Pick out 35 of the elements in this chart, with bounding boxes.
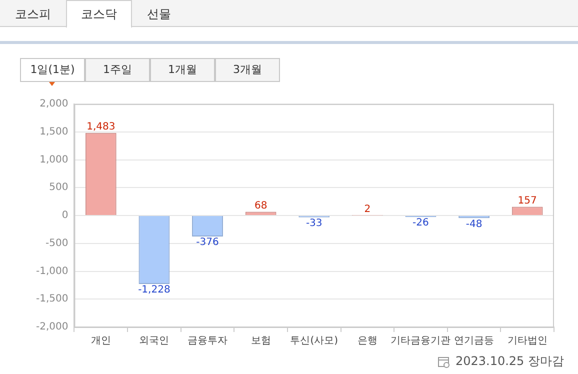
y-tick-label: -1,500 [36, 294, 68, 305]
text: 코스피 [14, 6, 52, 23]
data-label: 157 [518, 195, 537, 206]
x-tick-label: 외국인 [139, 336, 170, 347]
data-label: 2 [364, 204, 371, 215]
y-tick-label: -1,000 [36, 266, 68, 277]
x-tick-label: 기타금융기관 [390, 336, 451, 347]
text: 1일(1분) [20, 58, 85, 81]
x-tick-label: 투신(사모) [290, 336, 338, 347]
y-tick-label: -500 [46, 238, 68, 249]
y-tick-label: 2,000 [40, 98, 68, 110]
text: 2023.10.25 장마감 [455, 353, 564, 370]
y-tick-label: -2,000 [36, 322, 68, 333]
data-label: -1,228 [138, 284, 170, 296]
data-label: -48 [466, 218, 482, 230]
data-label: 1,483 [86, 121, 116, 132]
data-label: 68 [254, 200, 268, 212]
text: 3개월 [215, 58, 280, 81]
y-tick-label: 500 [49, 182, 68, 194]
data-label: -33 [306, 218, 322, 229]
x-tick-label: 금융투자 [188, 336, 228, 347]
x-tick-label: 연기금등 [454, 336, 494, 347]
x-tick-label: 개인 [90, 336, 111, 347]
text: 선물 [146, 6, 172, 23]
y-tick-label: 0 [62, 210, 68, 222]
text: 1주일 [85, 58, 150, 81]
x-tick-label: 보험 [250, 336, 271, 347]
y-tick-label: 1,000 [40, 154, 68, 166]
text: 코스닥 [66, 0, 132, 28]
x-tick-label: 은행 [357, 336, 378, 347]
y-tick-label: 1,500 [40, 126, 68, 138]
x-tick-label: 기타법인 [507, 336, 548, 347]
data-label: -26 [412, 218, 429, 229]
text: 1개월 [150, 58, 215, 81]
data-label: -376 [196, 237, 219, 248]
